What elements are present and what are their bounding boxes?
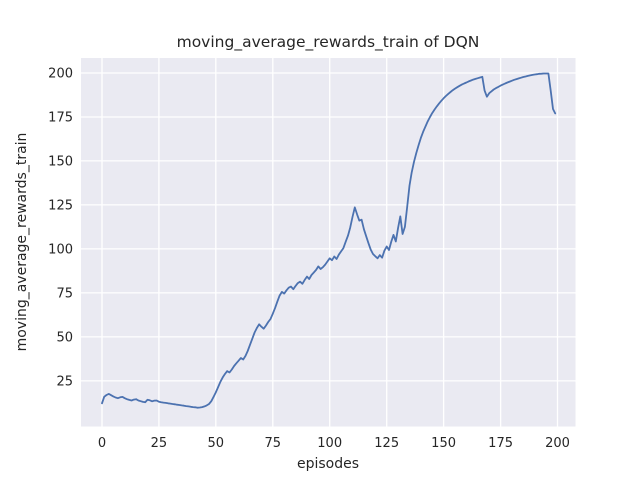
- y-tick-label: 75: [56, 286, 73, 301]
- x-tick-label: 175: [488, 436, 513, 451]
- y-tick-label: 200: [48, 67, 73, 82]
- series-line: [101, 72, 557, 409]
- x-tick-label: 75: [265, 436, 282, 451]
- y-tick-labels: 25 50 75 100 125 150 175 200: [48, 67, 73, 390]
- y-axis-label: moving_average_rewards_train: [14, 133, 30, 352]
- y-tick-label: 50: [56, 330, 73, 345]
- y-tick-label: 175: [48, 111, 73, 126]
- x-tick-label: 0: [98, 436, 106, 451]
- y-tick-label: 125: [48, 198, 73, 213]
- x-tick-labels: 0 25 50 75 100 125 150 175 200: [98, 436, 570, 451]
- y-tick-label: 150: [48, 154, 73, 169]
- x-tick-label: 150: [431, 436, 456, 451]
- y-tick-label: 100: [48, 242, 73, 257]
- plot-area: [81, 58, 576, 427]
- x-tick-label: 25: [151, 436, 168, 451]
- x-tick-label: 125: [374, 436, 399, 451]
- x-tick-label: 100: [317, 436, 342, 451]
- chart-title: moving_average_rewards_train of DQN: [177, 33, 480, 52]
- gridlines: [81, 58, 576, 427]
- x-tick-label: 200: [545, 436, 570, 451]
- x-axis-label: episodes: [297, 456, 359, 472]
- y-tick-label: 25: [56, 374, 73, 389]
- x-tick-label: 50: [208, 436, 225, 451]
